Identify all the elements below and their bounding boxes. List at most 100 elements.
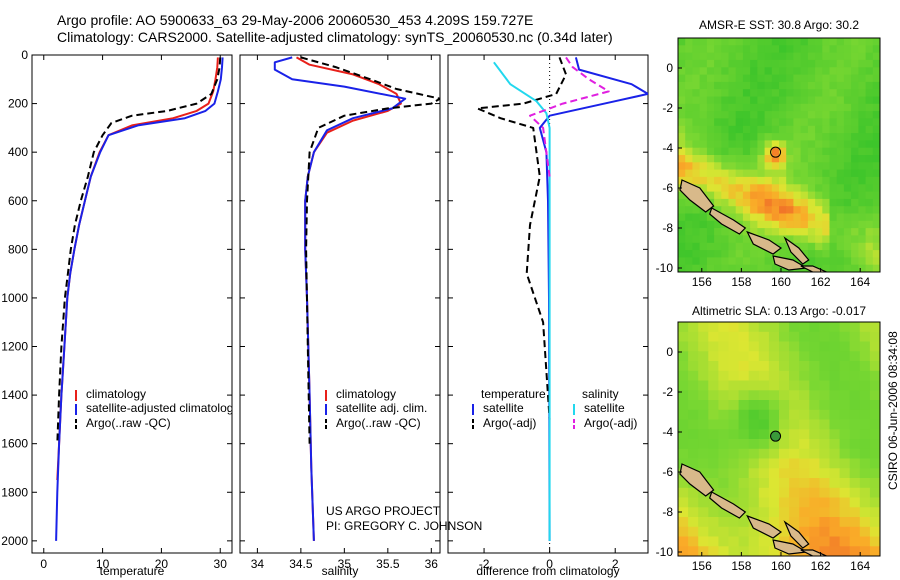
map-sla-cell: [849, 429, 861, 440]
map-sst-cell: [793, 184, 802, 193]
map-sst-cell: [800, 162, 809, 171]
map-sla-cell: [799, 439, 810, 450]
temperature-x-axis-label: temperature: [100, 564, 165, 578]
map-sst-cell: [728, 81, 737, 90]
map-sst-cell: [815, 184, 823, 193]
map-sst-cell: [836, 96, 845, 105]
map-sst-cell: [836, 242, 845, 251]
map-sst-cell: [793, 52, 802, 61]
map-sla-cell: [819, 370, 831, 382]
temperature-legend-label: satellite-adjusted climatology: [86, 401, 239, 415]
map-sst-cell: [800, 155, 809, 163]
salinity-legend-label: satellite adj. clim.: [336, 401, 427, 415]
map-sst-cell: [721, 235, 730, 244]
map-sla-cell: [849, 478, 861, 489]
map-sst-cell: [742, 125, 751, 134]
map-sst-cell: [714, 184, 722, 193]
map-sst-cell: [757, 103, 766, 112]
map-sst-cell: [721, 191, 730, 200]
map-sst-cell: [678, 133, 686, 141]
map-sst-cell: [678, 198, 686, 207]
map-sla-cell: [869, 351, 880, 362]
map-sla-cell: [738, 351, 750, 362]
map-sla-island: [679, 463, 715, 497]
map-sla-cell: [768, 497, 780, 508]
map-sla-cell: [839, 526, 851, 538]
map-sla-cell: [789, 478, 800, 489]
map-sst-cell: [750, 81, 758, 90]
map-sst-cell: [786, 133, 794, 141]
map-sst-cell: [872, 264, 880, 272]
map-sst-cell: [721, 162, 730, 171]
map-sla-cell: [768, 351, 780, 362]
map-sst-cell: [757, 264, 766, 272]
map-sla-cell: [789, 361, 800, 372]
map-sst-cell: [815, 96, 823, 105]
map-sst-cell: [815, 45, 823, 54]
map-sst-cell: [750, 45, 758, 54]
map-sst-cell: [692, 140, 701, 149]
map-sla-cell: [839, 400, 851, 411]
map-sst-cell: [678, 162, 686, 171]
map-sla-cell: [869, 390, 880, 401]
map-sst-cell: [750, 118, 758, 127]
map-sla-cell: [708, 458, 719, 469]
map-sst-cell: [678, 220, 686, 229]
map-sst-cell: [800, 184, 809, 193]
map-sst-cell: [872, 257, 880, 266]
map-sst-cell: [735, 59, 744, 68]
map-sst-cell: [779, 264, 787, 272]
map-sst-cell: [851, 235, 859, 244]
map-sst-cell: [858, 264, 867, 272]
map-sla-cell: [758, 370, 770, 382]
map-sla-island: [800, 549, 829, 556]
map-sst-cell: [843, 169, 852, 178]
map-sst-cell: [851, 213, 859, 222]
map-sst-cell: [779, 103, 787, 112]
map-sst-cell: [851, 257, 859, 266]
map-sst-cell: [721, 103, 730, 112]
map-sla-cell: [779, 536, 790, 547]
map-sst-cell: [779, 235, 787, 244]
map-sst-cell: [865, 257, 874, 266]
depth-tick-label: 600: [8, 194, 28, 208]
map-sst-cell: [721, 264, 730, 272]
map-sla-cell: [688, 361, 699, 372]
map-sst-cell: [771, 118, 780, 127]
map-sla-cell: [758, 536, 770, 547]
map-sst-cell: [714, 59, 722, 68]
map-sla-cell: [688, 487, 699, 499]
map-sst-cell: [692, 89, 701, 98]
map-sla-cell: [819, 322, 831, 333]
map-sla-cell: [768, 400, 780, 411]
map-sla-cell: [799, 448, 810, 460]
map-sla-cell: [789, 468, 800, 479]
map-sla-cell: [708, 390, 719, 401]
map-sst-cell: [815, 162, 823, 171]
map-sla-cell: [849, 380, 861, 391]
map-sst-cell: [800, 118, 809, 127]
map-sla-y-tick-label: -10: [656, 545, 674, 559]
map-sla-cell: [799, 341, 810, 352]
map-sst-cell: [728, 169, 737, 178]
map-sst-cell: [692, 169, 701, 178]
map-sst-cell: [706, 45, 715, 54]
map-sst-cell: [757, 140, 766, 149]
map-sst-cell: [822, 169, 831, 178]
map-sst-cell: [678, 125, 686, 134]
map-sst-cell: [692, 81, 701, 90]
map-sst-cell: [735, 184, 744, 193]
map-sst-cell: [714, 74, 722, 83]
map-sla-cell: [708, 546, 719, 556]
map-sst-cell: [800, 147, 809, 156]
map-sst-cell: [865, 176, 874, 185]
map-sst-cell: [779, 162, 787, 171]
map-sla-cell: [819, 429, 831, 440]
map-sst-cell: [706, 257, 715, 266]
map-sst-cell: [692, 125, 701, 134]
map-sst-cell: [858, 140, 867, 149]
map-sla-cell: [728, 351, 740, 362]
map-sst-cell: [721, 74, 730, 83]
map-sst-cell: [757, 198, 766, 207]
salinity-x-axis-label: salinity: [322, 564, 359, 578]
